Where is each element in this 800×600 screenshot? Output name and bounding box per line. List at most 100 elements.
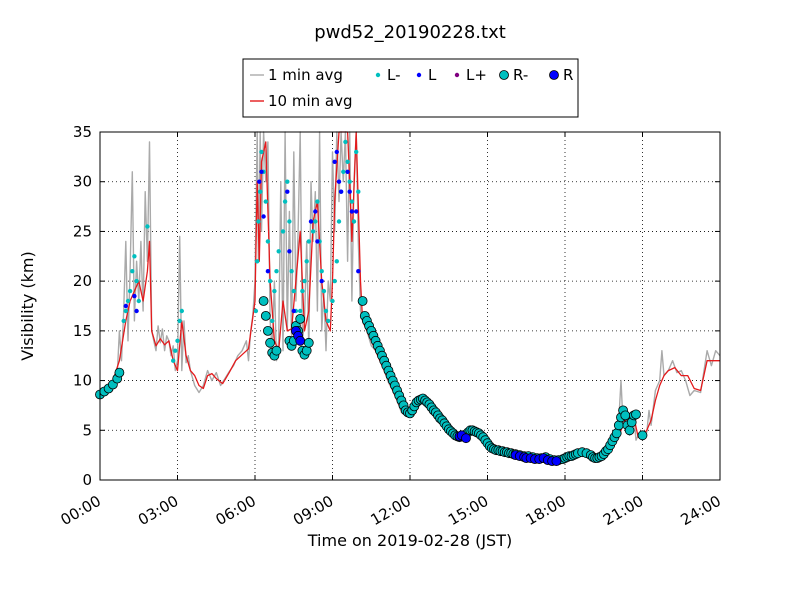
data-point-l	[354, 209, 359, 214]
data-point-l	[287, 249, 292, 254]
x-axis-label: Time on 2019-02-28 (JST)	[307, 531, 512, 550]
data-point-l	[313, 209, 318, 214]
data-point-l-minus	[267, 278, 273, 284]
data-point-l-minus	[259, 149, 264, 155]
data-point-l	[349, 209, 355, 214]
data-point-l	[132, 293, 137, 299]
y-tick-label: 5	[82, 421, 92, 439]
legend-label: L-	[387, 66, 401, 84]
data-point-r-minus	[258, 296, 269, 306]
data-point-l-minus	[136, 298, 141, 304]
legend-label: 10 min avg	[268, 92, 353, 110]
data-point-l	[315, 239, 320, 244]
data-point-l-minus	[345, 159, 350, 164]
data-point-r-minus	[611, 428, 622, 439]
data-point-l-minus	[323, 308, 329, 314]
data-point-l-minus	[341, 169, 346, 174]
data-point-r-minus	[357, 296, 368, 306]
data-point-l-minus	[319, 269, 324, 274]
data-point-l	[257, 179, 262, 184]
series-markers	[95, 139, 648, 467]
y-tick-label: 35	[73, 123, 92, 141]
data-point-l-minus	[298, 308, 303, 314]
legend-entry-r-minus: R-	[499, 66, 528, 84]
data-point-l	[336, 179, 342, 184]
data-point-l-minus	[282, 199, 288, 204]
y-tick-label: 30	[73, 173, 92, 191]
legend-swatch	[375, 72, 381, 78]
data-point-l-minus	[173, 348, 178, 353]
data-point-l-minus	[351, 219, 357, 224]
data-point-l	[261, 214, 266, 219]
data-point-r-minus	[631, 409, 641, 420]
legend-entry-lplus: L+	[454, 66, 487, 84]
data-point-l	[123, 303, 128, 309]
data-point-r	[461, 433, 471, 444]
data-point-l-minus	[121, 318, 126, 324]
data-point-r-minus	[271, 345, 282, 356]
data-point-r	[551, 456, 562, 467]
data-point-l-minus	[272, 288, 277, 294]
data-point-l	[259, 169, 264, 174]
legend-entry-10-min-avg: 10 min avg	[250, 92, 353, 110]
legend-swatch	[416, 72, 422, 78]
data-point-l-minus	[349, 199, 355, 204]
data-point-l	[265, 269, 271, 274]
data-point-l-minus	[130, 269, 135, 274]
data-point-l-minus	[287, 219, 292, 224]
y-tick-label: 15	[73, 322, 92, 340]
data-point-l-minus	[177, 318, 182, 324]
data-point-l	[334, 149, 339, 155]
data-point-l	[285, 189, 290, 194]
data-point-l-minus	[276, 249, 281, 254]
data-point-l-minus	[253, 308, 259, 314]
data-point-l-minus	[315, 199, 320, 204]
data-point-l-minus	[256, 219, 261, 224]
data-point-l	[319, 278, 324, 284]
y-tick-label: 20	[73, 272, 92, 290]
legend-entry-r: R	[549, 66, 573, 84]
legend-box	[242, 58, 579, 118]
data-point-l-minus	[313, 219, 318, 224]
data-point-l-minus	[270, 318, 275, 324]
data-point-l-minus	[291, 288, 296, 294]
data-point-l-minus	[263, 199, 268, 204]
data-point-l-minus	[354, 149, 359, 155]
legend-entry-l: L	[416, 66, 437, 84]
data-point-r-minus	[114, 367, 125, 378]
data-point-l-minus	[123, 308, 128, 314]
data-point-l-minus	[356, 189, 361, 194]
data-point-r-minus	[262, 325, 273, 336]
legend-label: R	[563, 66, 573, 84]
data-point-l-minus	[171, 358, 176, 363]
data-point-l-minus	[336, 219, 342, 224]
data-point-l	[134, 308, 139, 314]
data-point-r-minus	[303, 337, 314, 348]
data-point-l-minus	[334, 259, 339, 264]
data-point-l	[291, 308, 296, 314]
data-point-l	[338, 189, 344, 194]
legend-swatch	[454, 72, 460, 78]
data-point-l-minus	[179, 308, 184, 314]
data-point-l-minus	[321, 288, 327, 294]
data-point-l-minus	[175, 338, 180, 343]
legend-entry-l-minus: L-	[375, 66, 401, 84]
data-point-l-minus	[347, 179, 352, 184]
data-point-l-minus	[258, 189, 263, 194]
data-point-r-minus	[260, 310, 271, 321]
data-point-l-minus	[330, 298, 335, 304]
data-point-l-minus	[310, 229, 316, 234]
data-point-l-minus	[127, 288, 133, 294]
legend-label: R-	[513, 66, 528, 84]
data-point-l-minus	[255, 259, 260, 264]
data-point-r-minus	[637, 430, 648, 441]
data-point-r-minus	[295, 313, 306, 324]
y-tick-label: 0	[82, 471, 92, 489]
data-point-l-minus	[274, 269, 279, 274]
legend-label: L	[428, 66, 437, 84]
data-point-r-minus	[624, 425, 635, 436]
data-point-l-minus	[300, 288, 305, 294]
y-tick-label: 25	[73, 222, 92, 240]
data-point-l-minus	[302, 278, 307, 284]
